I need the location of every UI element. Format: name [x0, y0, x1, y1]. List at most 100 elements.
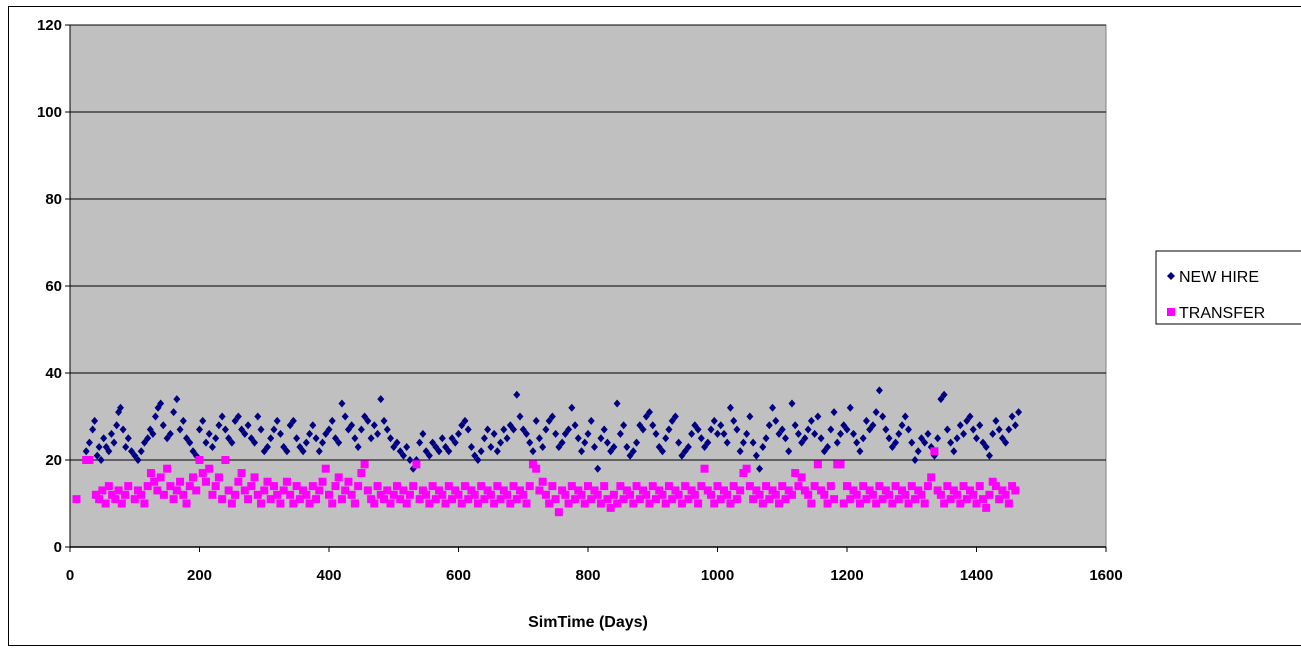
- data-point: [513, 390, 521, 399]
- data-point: [85, 438, 93, 447]
- series-new-hire: [82, 386, 1023, 473]
- data-point: [221, 425, 229, 434]
- data-point: [105, 447, 113, 456]
- x-tick-label-600: 600: [446, 567, 471, 584]
- data-point: [982, 442, 990, 451]
- data-point: [891, 482, 900, 491]
- data-point: [833, 438, 841, 447]
- data-point: [208, 490, 217, 499]
- data-point: [758, 499, 767, 508]
- data-point: [117, 403, 125, 412]
- data-point: [658, 490, 667, 499]
- data-point: [344, 425, 352, 434]
- data-point: [587, 416, 595, 425]
- data-point: [681, 482, 690, 491]
- data-point: [568, 403, 576, 412]
- data-point: [215, 421, 223, 430]
- data-point: [788, 399, 796, 408]
- data-point: [675, 438, 683, 447]
- data-point: [82, 447, 90, 456]
- data-point: [998, 434, 1006, 443]
- data-point: [830, 495, 839, 504]
- data-point: [464, 495, 473, 504]
- data-point: [334, 473, 343, 482]
- data-point: [325, 425, 333, 434]
- data-point: [807, 416, 815, 425]
- data-point: [93, 451, 101, 460]
- data-point: [176, 425, 184, 434]
- data-point: [269, 482, 278, 491]
- data-point: [189, 447, 197, 456]
- data-point: [251, 438, 259, 447]
- data-point: [159, 421, 167, 430]
- data-point: [244, 421, 252, 430]
- data-point: [509, 482, 518, 491]
- data-point: [273, 490, 282, 499]
- data-point: [506, 421, 514, 430]
- data-point: [700, 464, 709, 473]
- data-point: [133, 486, 142, 495]
- data-point: [962, 495, 971, 504]
- data-point: [286, 490, 295, 499]
- data-point: [419, 429, 427, 438]
- data-point: [374, 429, 382, 438]
- data-point: [690, 490, 699, 499]
- data-point: [389, 490, 398, 499]
- data-point: [257, 499, 266, 508]
- data-point: [435, 447, 443, 456]
- x-tick-label-400: 400: [316, 567, 341, 584]
- data-point: [247, 434, 255, 443]
- data-point: [804, 490, 813, 499]
- data-point: [943, 425, 951, 434]
- data-point: [196, 425, 203, 434]
- data-point: [529, 447, 537, 456]
- data-point: [97, 456, 105, 464]
- data-point: [960, 429, 968, 438]
- data-point: [497, 438, 505, 447]
- data-point: [1004, 499, 1013, 508]
- data-point: [921, 438, 929, 447]
- data-point: [98, 486, 107, 495]
- data-point: [393, 438, 401, 447]
- data-point: [839, 499, 848, 508]
- data-point: [726, 499, 735, 508]
- data-point: [493, 447, 501, 456]
- data-point: [415, 495, 424, 504]
- data-point: [855, 499, 864, 508]
- data-point: [989, 429, 997, 438]
- data-point: [532, 416, 540, 425]
- data-point: [91, 490, 100, 499]
- data-point: [270, 425, 278, 434]
- data-point: [623, 442, 631, 451]
- data-point: [438, 434, 446, 443]
- data-point: [225, 434, 233, 443]
- data-point: [335, 438, 343, 447]
- data-point: [843, 425, 851, 434]
- data-point: [894, 495, 903, 504]
- data-point: [785, 447, 793, 456]
- data-point: [555, 442, 563, 451]
- data-point: [937, 395, 945, 404]
- data-point: [266, 495, 275, 504]
- y-tick-label-100: 100: [37, 104, 62, 121]
- data-point: [110, 438, 118, 447]
- data-point: [578, 447, 586, 456]
- data-point: [228, 438, 236, 447]
- x-tick-label-1000: 1000: [701, 567, 734, 584]
- data-point: [778, 482, 787, 491]
- scatter-chart: 0 20 40 60 80 100 120 0 200 400 600 800 1000 1200 140…: [37, 17, 1301, 631]
- data-point: [503, 434, 511, 443]
- data-point: [331, 482, 340, 491]
- data-point: [208, 442, 216, 451]
- data-point: [756, 464, 764, 473]
- data-point: [898, 421, 906, 430]
- data-point: [726, 403, 734, 412]
- data-point: [380, 416, 388, 425]
- data-point: [626, 490, 635, 499]
- data-point: [545, 499, 554, 508]
- data-point: [979, 438, 987, 447]
- data-point: [163, 464, 172, 473]
- data-point: [920, 499, 929, 508]
- data-point: [771, 490, 780, 499]
- data-point: [354, 482, 363, 491]
